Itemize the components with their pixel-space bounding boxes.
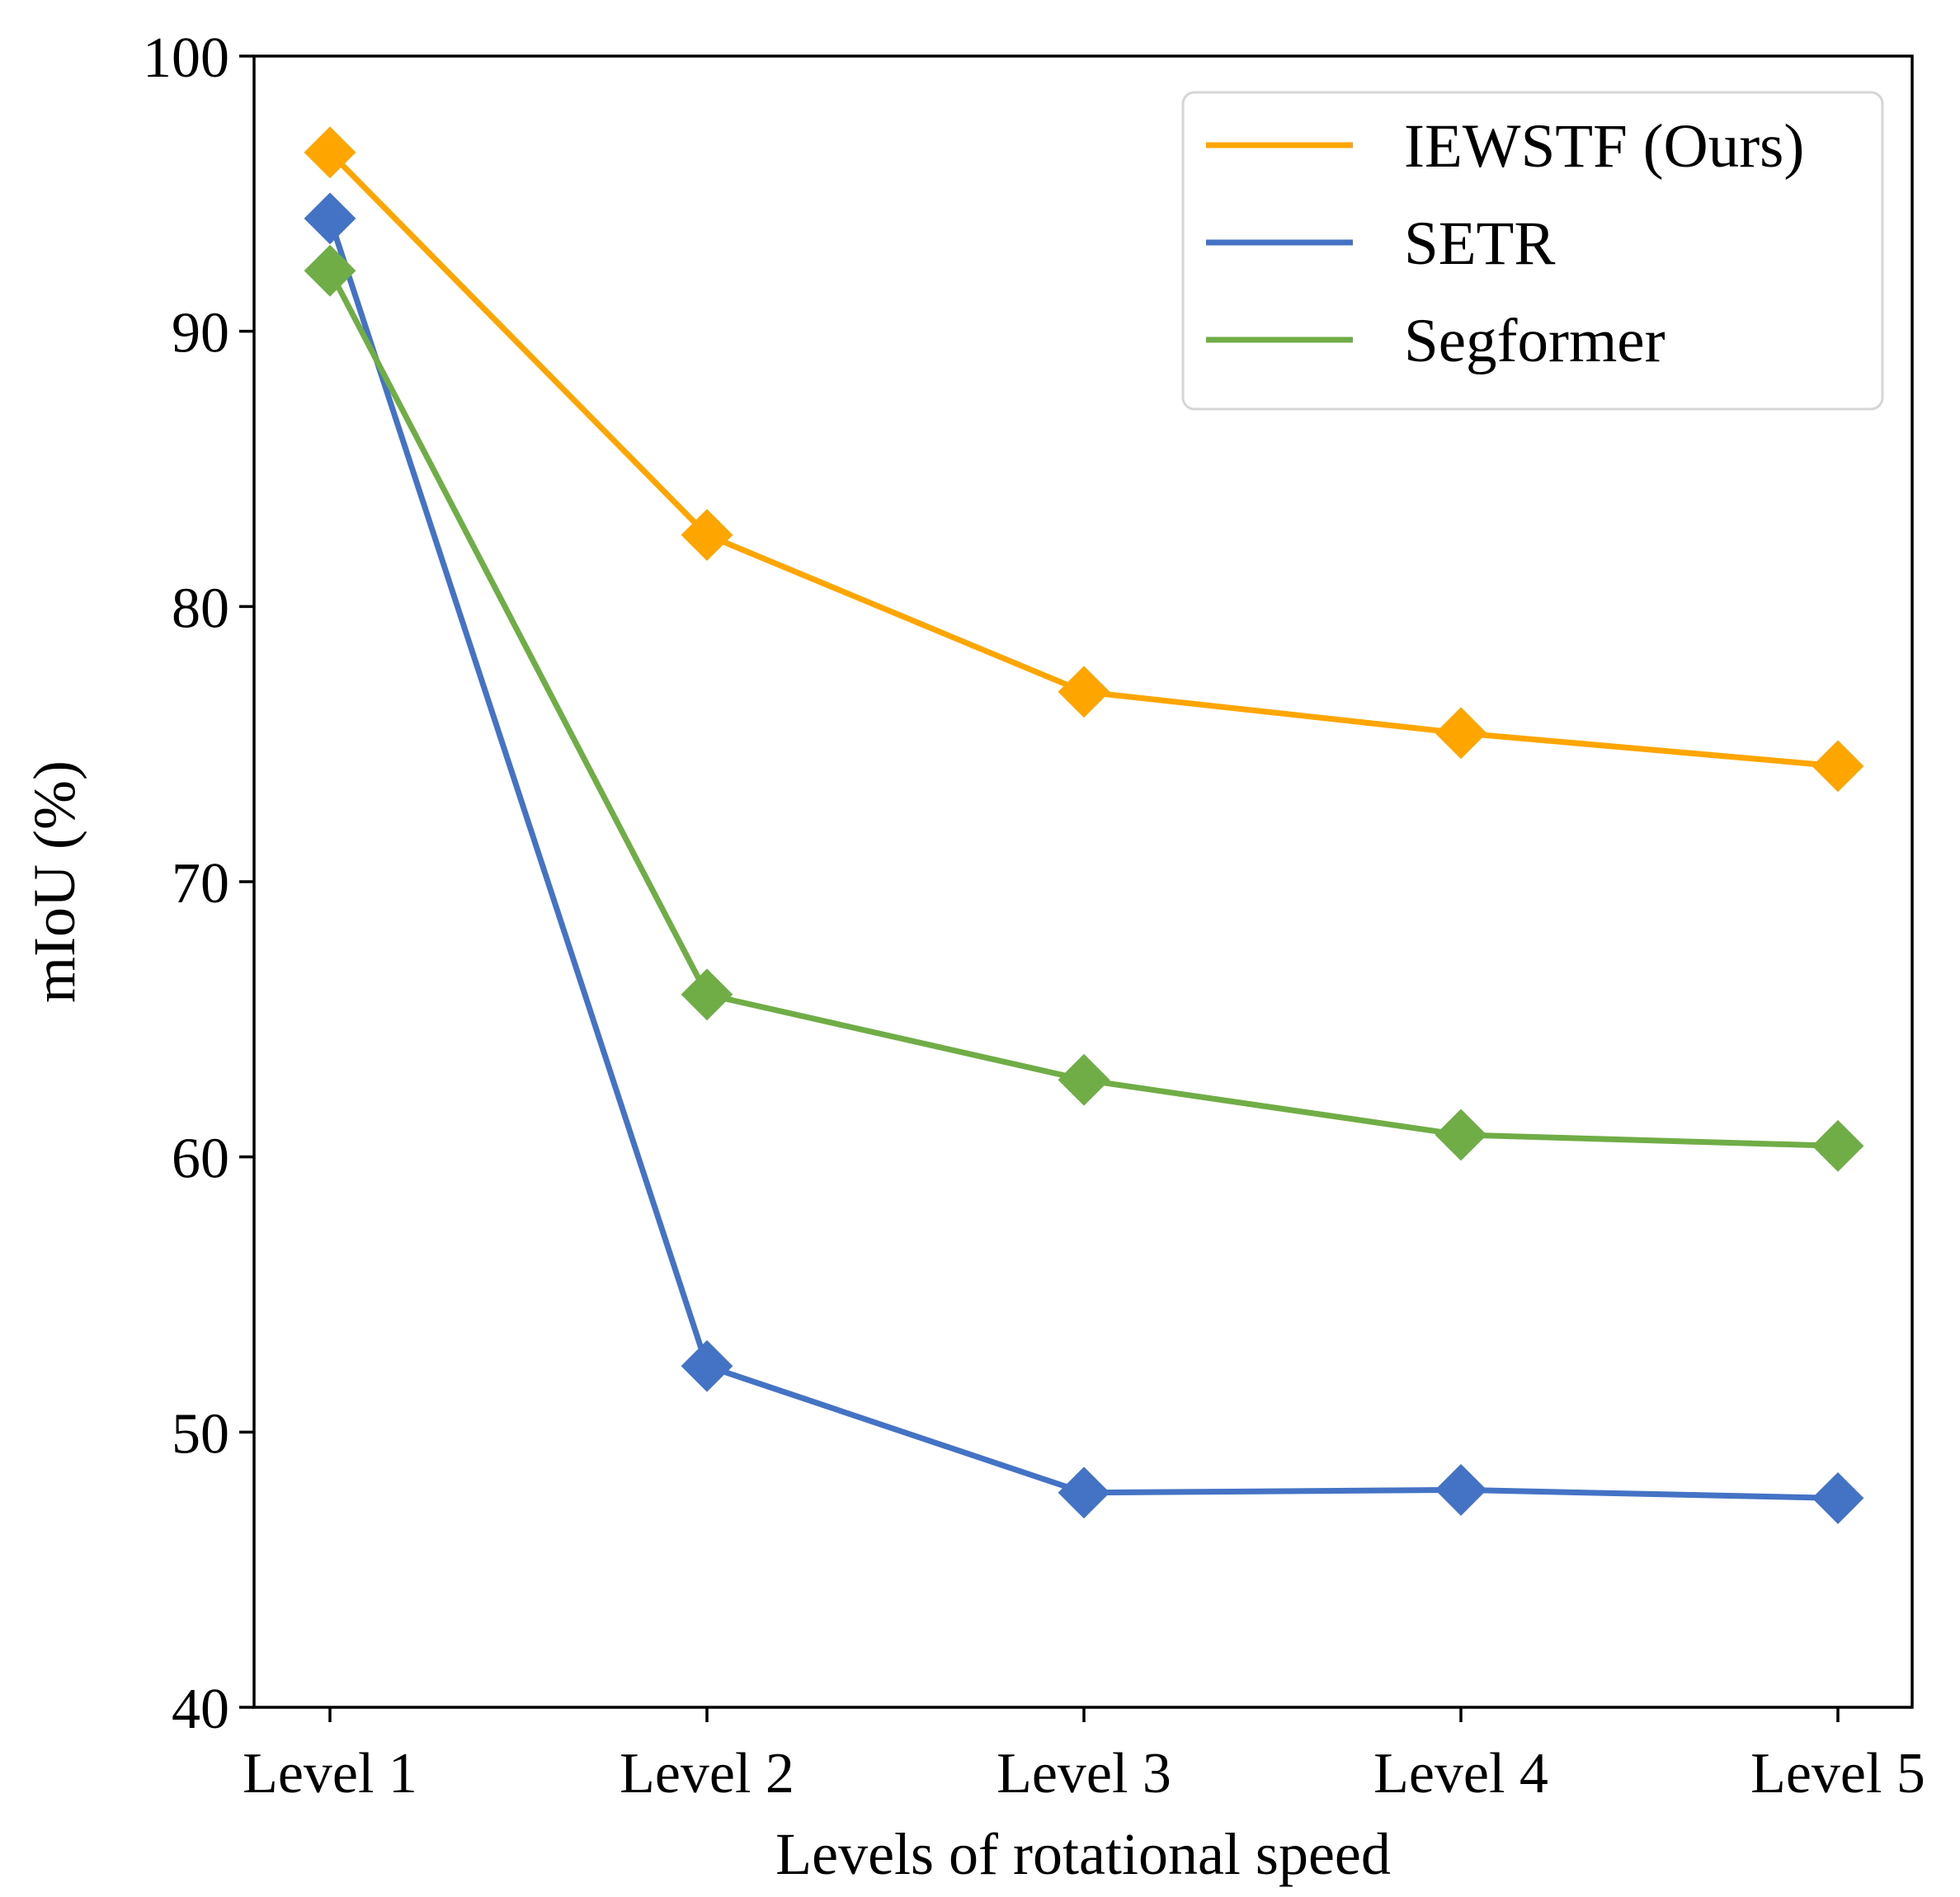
legend-label-0: IEWSTF (Ours) xyxy=(1404,112,1804,181)
legend-label-2: Segformer xyxy=(1404,307,1666,375)
y-tick-label-2: 60 xyxy=(172,1127,229,1191)
x-tick-label-2: Level 3 xyxy=(996,1742,1171,1805)
marker-2-1 xyxy=(681,968,733,1021)
y-tick-label-0: 40 xyxy=(172,1678,229,1741)
legend-box xyxy=(1181,91,1884,411)
marker-1-3 xyxy=(1435,1463,1487,1516)
marker-2-3 xyxy=(1435,1109,1487,1161)
marker-1-1 xyxy=(681,1339,733,1392)
marker-2-2 xyxy=(1058,1053,1110,1106)
marker-1-2 xyxy=(1058,1466,1110,1519)
y-tick-label-3: 70 xyxy=(172,852,229,916)
x-tick-label-3: Level 4 xyxy=(1373,1742,1548,1805)
marker-2-4 xyxy=(1812,1119,1864,1172)
y-axis-title: mIoU (%) xyxy=(21,760,87,1003)
marker-0-0 xyxy=(304,126,356,179)
series-line-1 xyxy=(327,215,1841,1501)
marker-0-2 xyxy=(1058,666,1110,718)
x-tick-label-1: Level 2 xyxy=(620,1742,794,1805)
y-tick-label-1: 50 xyxy=(172,1402,229,1466)
legend: IEWSTF (Ours) SETR Segformer xyxy=(1181,91,1884,411)
marker-0-4 xyxy=(1812,740,1864,793)
series-layer xyxy=(304,126,1864,1524)
y-tick-label-6: 100 xyxy=(143,26,229,90)
marker-0-3 xyxy=(1435,707,1487,760)
y-tick-label-5: 90 xyxy=(172,302,229,365)
x-tick-label-4: Level 5 xyxy=(1750,1742,1925,1805)
x-tick-label-0: Level 1 xyxy=(243,1742,417,1805)
marker-2-0 xyxy=(304,244,356,297)
y-tick-label-4: 80 xyxy=(172,577,229,640)
marker-1-0 xyxy=(304,192,356,245)
marker-1-4 xyxy=(1812,1471,1864,1524)
legend-label-1: SETR xyxy=(1404,209,1555,278)
ticks-layer: 40 50 60 70 80 90 100 Level 1 Level 2 Level 3 Leve… xyxy=(143,26,1925,1805)
x-axis-title: Levels of rotational speed xyxy=(775,1821,1391,1887)
marker-0-1 xyxy=(681,509,733,561)
